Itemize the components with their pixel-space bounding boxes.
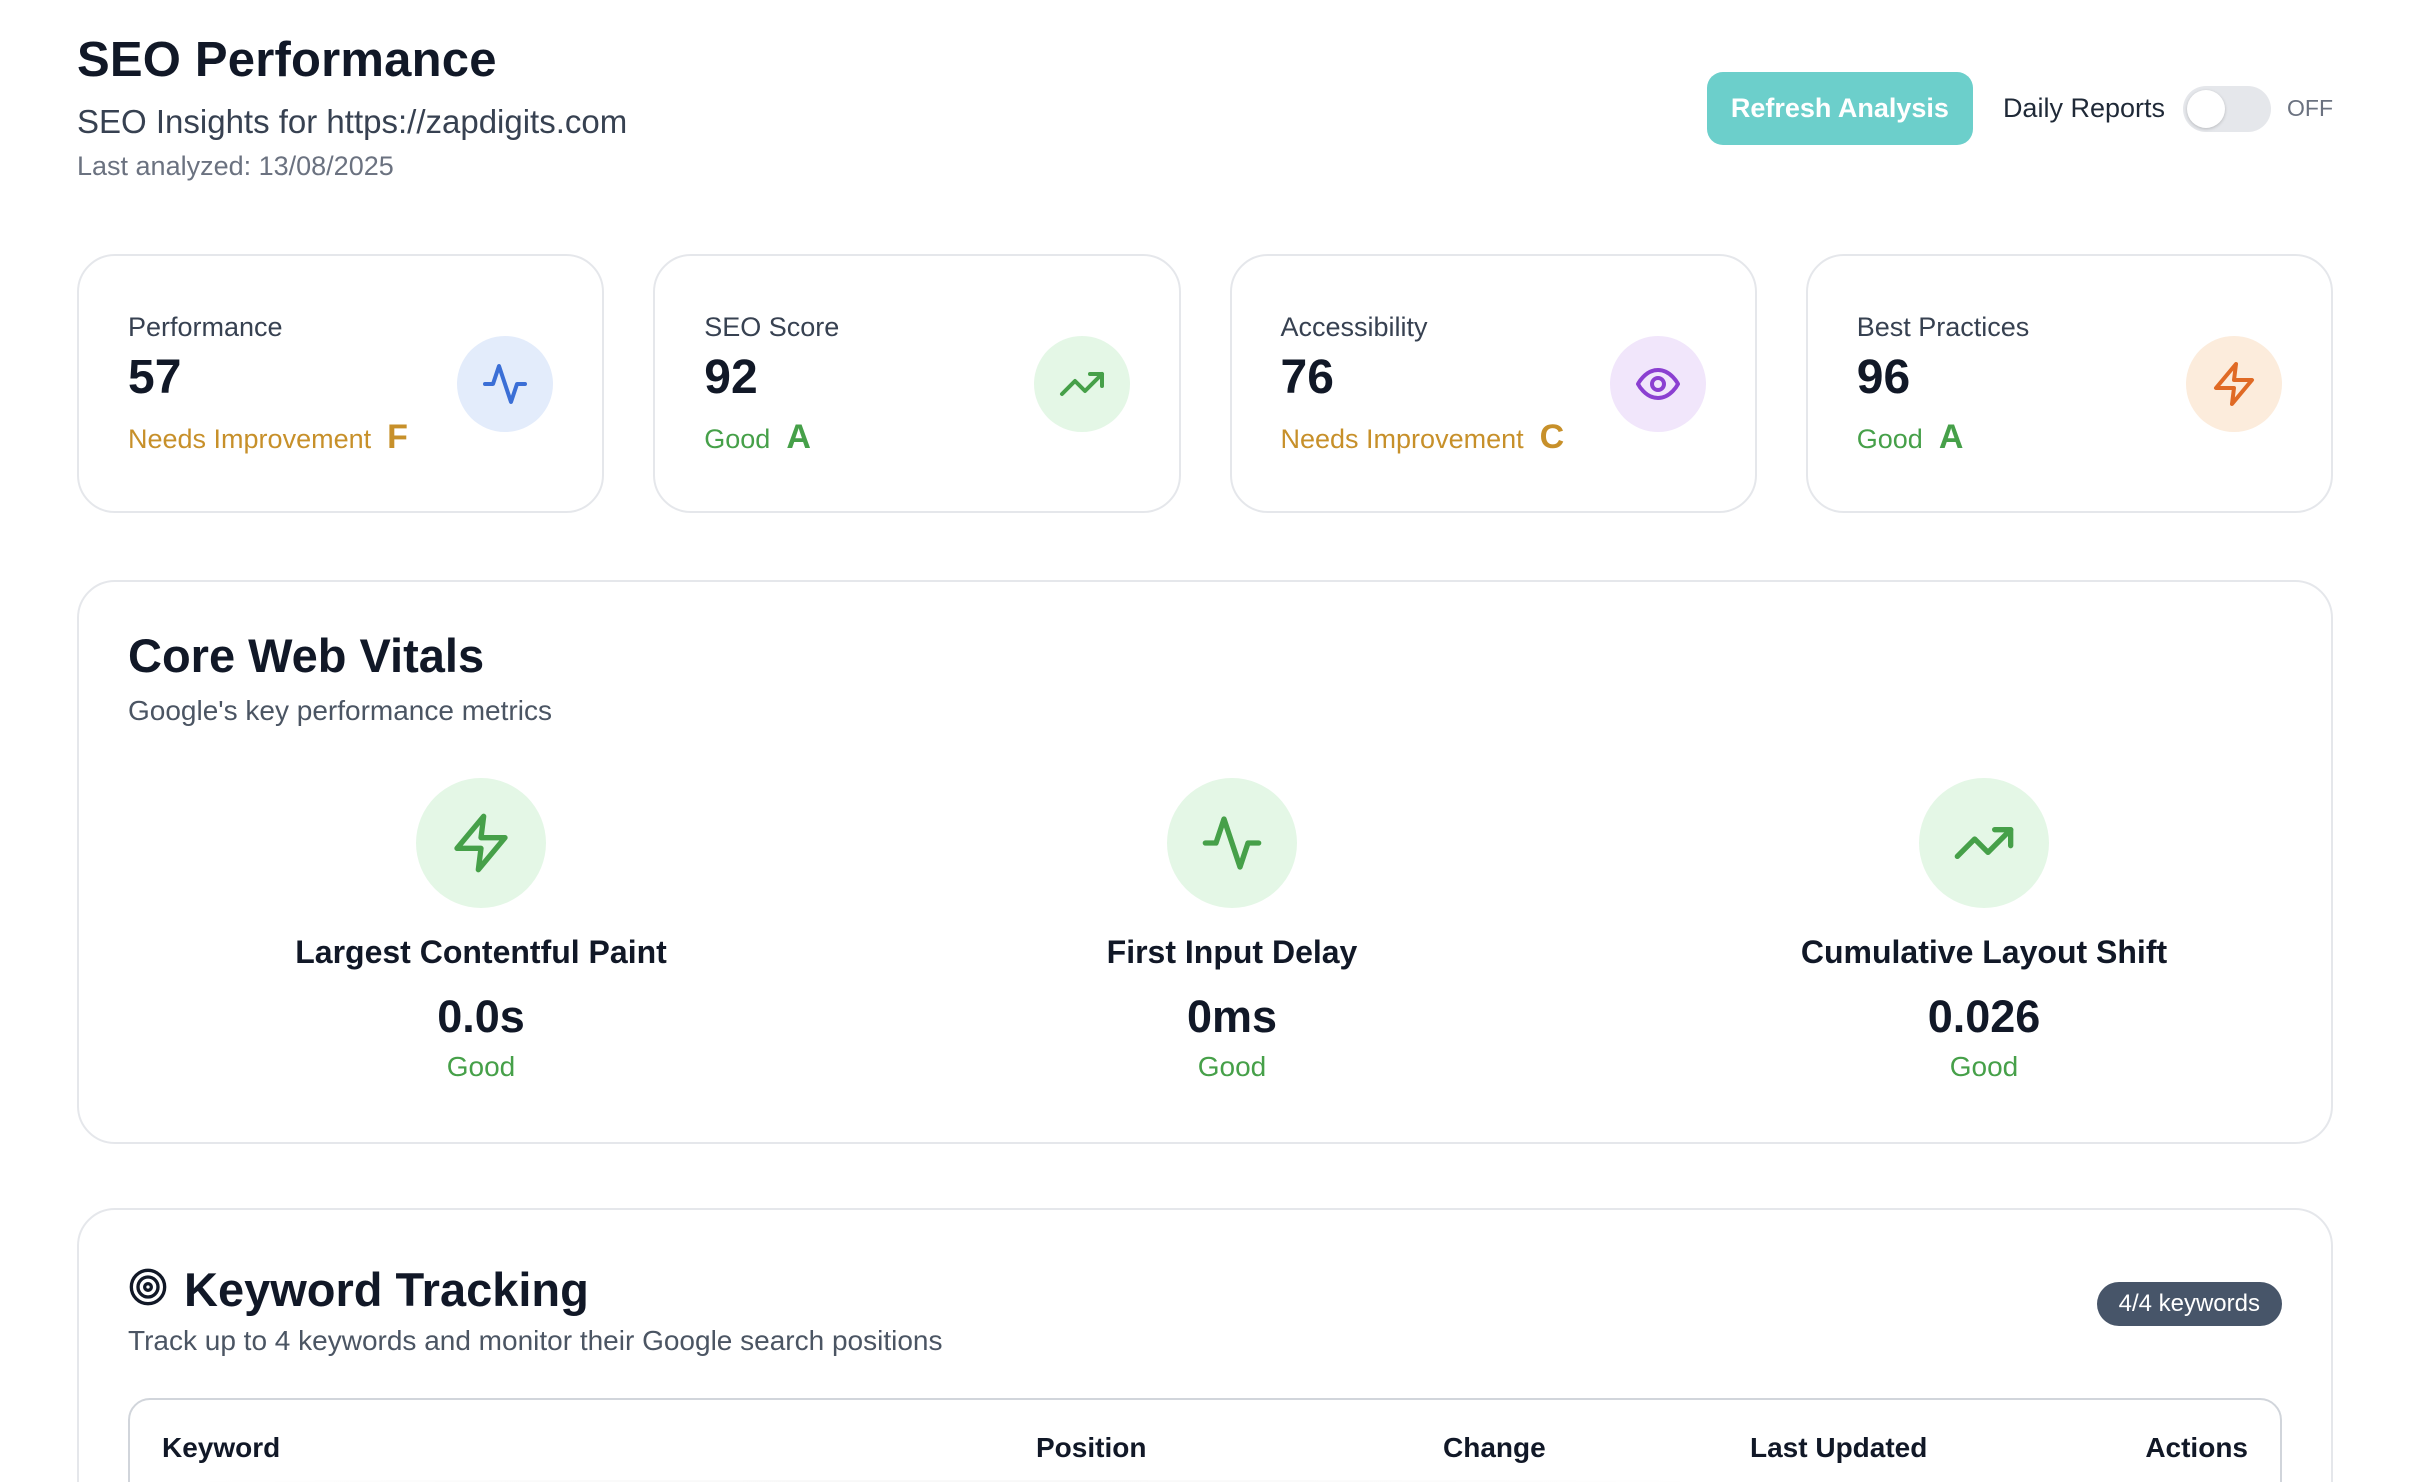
last-analyzed-text: Last analyzed: 13/08/2025: [77, 151, 394, 181]
metric-status: Good A: [1857, 418, 1964, 457]
daily-reports-toggle[interactable]: [2183, 85, 2271, 132]
status-text: Good: [1856, 424, 1923, 454]
toggle-state-label: OFF: [2287, 95, 2333, 121]
vital-lcp: Largest Contentful Paint 0.0s Good: [181, 778, 781, 1083]
zap-icon: [2186, 336, 2282, 432]
column-header-position[interactable]: Position: [1036, 1432, 1147, 1463]
status-text: Needs Improvement: [128, 424, 372, 454]
metric-status: Good A: [704, 418, 811, 457]
column-header-keyword[interactable]: Keyword: [162, 1432, 281, 1463]
vital-fid: First Input Delay 0ms Good: [932, 778, 1532, 1083]
page-title: SEO Performance: [77, 33, 497, 87]
zap-icon: [416, 778, 546, 908]
metric-value: 92: [704, 351, 758, 404]
trending-up-icon: [1033, 336, 1130, 432]
vital-name: First Input Delay: [1106, 934, 1358, 970]
status-grade: F: [387, 418, 408, 456]
status-text: Needs Improvement: [1280, 424, 1524, 454]
keyword-count-badge: 4/4 keywords: [2096, 1282, 2282, 1326]
metric-card-best-practices: Best Practices 96 Good A: [1805, 254, 2333, 513]
metric-value: 57: [128, 351, 182, 404]
metric-card-performance: Performance 57 Needs Improvement F: [77, 254, 605, 513]
page-header: SEO Performance SEO Insights for https:/…: [77, 0, 2333, 254]
column-header-last-updated[interactable]: Last Updated: [1750, 1432, 1928, 1463]
section-title: Core Web Vitals: [128, 629, 485, 682]
status-grade: A: [786, 418, 811, 456]
vital-status: Good: [1197, 1051, 1267, 1082]
core-web-vitals-section: Core Web Vitals Google's key performance…: [77, 580, 2333, 1144]
keyword-title-row: Keyword Tracking: [128, 1262, 589, 1317]
metric-label: Accessibility: [1280, 312, 1428, 342]
section-title: Keyword Tracking: [184, 1263, 589, 1316]
refresh-analysis-button[interactable]: Refresh Analysis: [1706, 72, 1973, 145]
vital-value: 0.0s: [437, 991, 525, 1042]
column-header-change[interactable]: Change: [1443, 1432, 1546, 1463]
metric-label: SEO Score: [704, 312, 840, 342]
activity-icon: [457, 336, 554, 432]
metric-label: Performance: [128, 312, 283, 342]
status-text: Good: [704, 424, 771, 454]
metric-status: Needs Improvement C: [1281, 418, 1565, 457]
vital-name: Largest Contentful Paint: [295, 934, 667, 970]
vital-status: Good: [446, 1051, 516, 1082]
page-subtitle: SEO Insights for https://zapdigits.com: [77, 103, 628, 140]
vital-status: Good: [1949, 1051, 2019, 1082]
section-subtitle: Google's key performance metrics: [128, 695, 552, 726]
trending-up-icon: [1919, 778, 2049, 908]
column-header-actions: Actions: [2145, 1432, 2248, 1463]
vital-value: 0ms: [1186, 991, 1278, 1042]
keyword-tracking-section: Keyword Tracking Track up to 4 keywords …: [77, 1208, 2333, 1482]
status-grade: C: [1539, 418, 1565, 456]
daily-reports-label: Daily Reports: [2002, 93, 2165, 123]
section-subtitle: Track up to 4 keywords and monitor their…: [128, 1325, 943, 1356]
vital-value: 0.026: [1927, 991, 2041, 1042]
status-grade: A: [1938, 418, 1964, 456]
metric-card-seo-score: SEO Score 92 Good A: [653, 254, 1181, 513]
header-actions: Refresh Analysis Daily Reports OFF: [1706, 72, 2333, 145]
eye-icon: [1609, 336, 1706, 432]
vital-cls: Cumulative Layout Shift 0.026 Good: [1684, 778, 2284, 1083]
metric-value: 76: [1280, 351, 1334, 404]
metric-card-accessibility: Accessibility 76 Needs Improvement C: [1229, 254, 1757, 513]
vital-name: Cumulative Layout Shift: [1800, 934, 2168, 970]
activity-icon: [1167, 778, 1297, 908]
table-row-shadow: [210, 1480, 1680, 1482]
target-icon: [128, 1267, 168, 1312]
keyword-table: Keyword Position Change Last Updated Act…: [128, 1398, 2282, 1482]
metric-label: Best Practices: [1856, 312, 2030, 342]
metric-value: 96: [1856, 351, 1911, 404]
metric-status: Needs Improvement F: [128, 418, 408, 457]
toggle-knob: [2187, 89, 2225, 128]
metric-cards: Performance 57 Needs Improvement F SEO S…: [77, 254, 2333, 513]
